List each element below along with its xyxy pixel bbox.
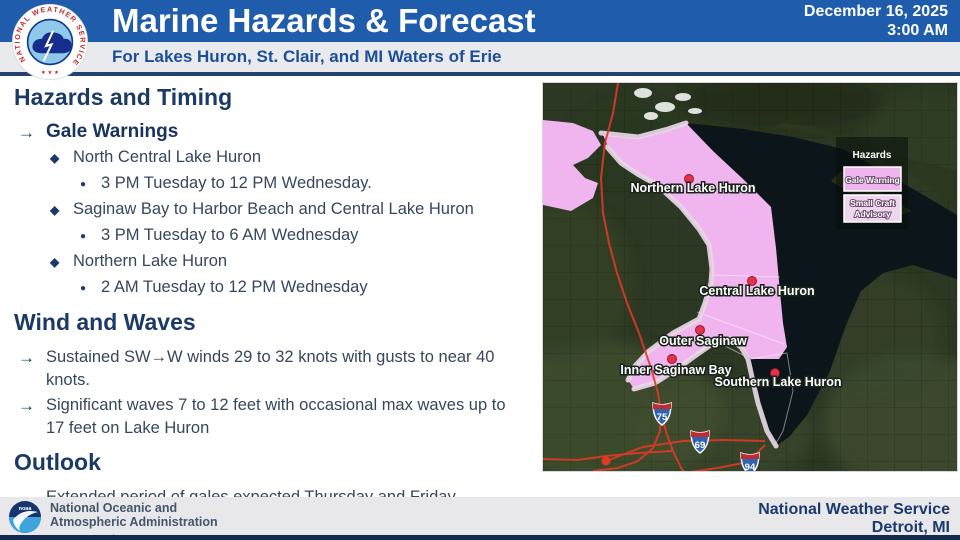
cloud-icon [32, 32, 72, 54]
zone-markers [667, 174, 780, 378]
coverage-subtitle: For Lakes Huron, St. Clair, and MI Water… [112, 47, 502, 66]
hazard-time-row: ● 3 PM Tuesday to 6 AM Wednesday [14, 224, 538, 248]
nws-logo: NATIONAL WEATHER SERVICE ★ ★ ★ [12, 4, 88, 80]
noaa-seagull-icon [13, 511, 38, 531]
wind-bullet-row: → Sustained SW→W winds 29 to 32 knots wi… [14, 346, 538, 392]
zone-labels: Northern Lake Huron Central Lake Huron O… [619, 180, 843, 391]
hazard-area: Northern Lake Huron [73, 252, 228, 270]
footer-bar [0, 497, 960, 535]
hazard-area: North Central Lake Huron [73, 148, 262, 166]
wind-bullet: Sustained SW→W winds 29 to 32 knots with… [46, 348, 495, 389]
interstate-shield-94: 94 [740, 451, 760, 471]
office-line1: National Weather Service [758, 501, 950, 518]
legend-swatch-gale [843, 166, 902, 192]
hazard-area-row: ◆ North Central Lake Huron [14, 146, 538, 170]
issue-datetime: December 16, 2025 3:00 AM [804, 2, 948, 40]
interstate-shield-75: 75 [652, 401, 672, 426]
arrow-bullet-icon: → [18, 123, 35, 142]
noaa-line1: National Oceanic and [50, 501, 178, 515]
legend-label-gale: Gale Warning [845, 175, 899, 185]
interstate-shield-69: 69 [690, 429, 710, 454]
diamond-bullet-icon: ◆ [50, 255, 60, 269]
city-road-junction [601, 456, 611, 466]
gale-zone-lake-michigan [543, 120, 601, 211]
hazard-area-row: ◆ Saginaw Bay to Harbor Beach and Centra… [14, 198, 538, 222]
interstate-number: 94 [745, 462, 756, 471]
gale-warnings-row: → Gale Warnings [14, 121, 538, 144]
hazard-time: 3 PM Tuesday to 12 PM Wednesday. [101, 174, 372, 192]
issue-time: 3:00 AM [887, 22, 948, 39]
page-title: Marine Hazards & Forecast [112, 2, 536, 39]
legend-title: Hazards [853, 150, 892, 161]
arrow-bullet-icon: → [18, 396, 35, 415]
gale-zone-lake-huron [603, 123, 787, 389]
dot-bullet-icon: ● [80, 283, 87, 294]
map-label-central-lake-huron: Central Lake Huron [699, 284, 814, 298]
diamond-bullet-icon: ◆ [50, 151, 60, 165]
issuing-office: National Weather Service Detroit, MI [758, 501, 950, 537]
noaa-logo-text: noaa [19, 506, 33, 512]
noaa-line2: Atmospheric Administration [50, 515, 218, 529]
hazard-time: 3 PM Tuesday to 6 AM Wednesday [101, 226, 359, 244]
north-shore-islands [773, 123, 957, 205]
legend-swatch-small-craft [843, 194, 902, 223]
hazard-area: Saginaw Bay to Harbor Beach and Central … [73, 200, 474, 218]
legend-label-small-craft-2: Advisory [854, 209, 891, 219]
zone-boundaries [696, 274, 794, 446]
subheader-bar [0, 42, 960, 72]
hazards-heading: Hazards and Timing [14, 84, 233, 110]
lightning-icon [42, 30, 55, 62]
issue-date: December 16, 2025 [803, 3, 948, 20]
highways [543, 83, 766, 471]
noaa-logo: noaa [9, 501, 41, 533]
nws-logo-stars: ★ ★ ★ [41, 69, 59, 76]
hazard-area-row: ◆ Northern Lake Huron [14, 250, 538, 274]
diamond-bullet-icon: ◆ [50, 203, 60, 217]
map-label-northern-lake-huron: Northern Lake Huron [630, 181, 755, 195]
hazard-time-row: ● 2 AM Tuesday to 12 PM Wednesday [14, 276, 538, 300]
office-line2: Detroit, MI [871, 519, 950, 536]
map-legend: Hazards Gale Warning Small Craft Advisor… [836, 137, 908, 229]
outlook-heading: Outlook [14, 449, 101, 475]
forecast-text-panel: Hazards and Timing → Gale Warnings ◆ Nor… [14, 84, 538, 511]
bottom-accent-bar [0, 535, 960, 540]
wind-bullet: Significant waves 7 to 12 feet with occa… [46, 396, 506, 437]
interstate-number: 69 [695, 440, 706, 451]
map-label-outer-saginaw: Outer Saginaw [659, 334, 747, 348]
ice-patches [634, 88, 702, 120]
map-label-southern-lake-huron: Southern Lake Huron [714, 375, 841, 389]
header-bar [0, 0, 960, 42]
hazards-map: 75 69 94 Northern Lake Huron Central Lak… [542, 82, 958, 472]
map-label-inner-saginaw-bay: Inner Saginaw Bay [620, 363, 731, 377]
gale-warnings-label: Gale Warnings [46, 121, 179, 142]
arrow-bullet-icon: → [18, 348, 35, 367]
hazard-time-row: ● 3 PM Tuesday to 12 PM Wednesday. [14, 172, 538, 196]
interstate-number: 75 [657, 412, 668, 423]
wind-waves-heading: Wind and Waves [14, 309, 196, 335]
shoreline-band [598, 120, 779, 449]
hazard-time: 2 AM Tuesday to 12 PM Wednesday [101, 278, 368, 296]
dot-bullet-icon: ● [80, 231, 87, 242]
header-divider [0, 72, 960, 76]
wind-bullet-row: → Significant waves 7 to 12 feet with oc… [14, 394, 538, 440]
legend-label-small-craft-1: Small Craft [850, 198, 895, 208]
dot-bullet-icon: ● [80, 179, 87, 190]
